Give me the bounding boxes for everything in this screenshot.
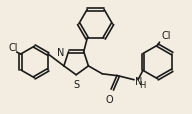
Text: H: H	[139, 80, 145, 89]
Text: N: N	[135, 76, 142, 86]
Text: S: S	[73, 79, 79, 89]
Text: Cl: Cl	[161, 31, 171, 41]
Text: Cl: Cl	[9, 43, 18, 53]
Text: O: O	[105, 94, 113, 104]
Text: N: N	[57, 47, 65, 57]
